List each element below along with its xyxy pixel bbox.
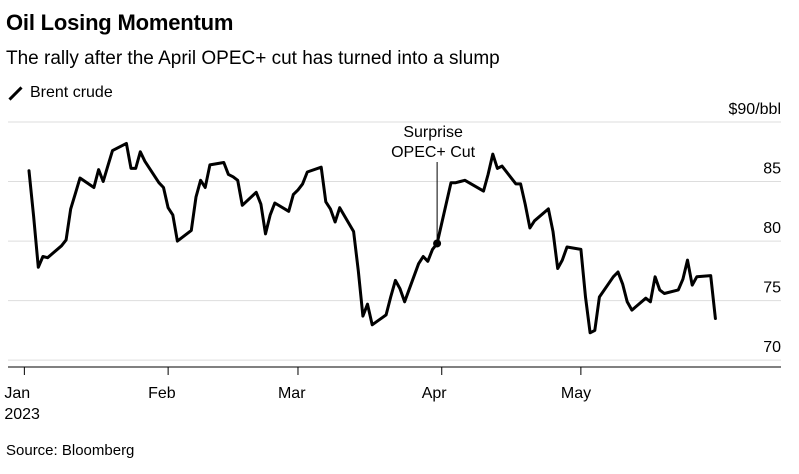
x-tick-sublabel: 2023 bbox=[4, 406, 40, 423]
series-line-brent-crude bbox=[27, 141, 717, 335]
x-tick-label: Apr bbox=[422, 385, 448, 402]
annotation-label-line1: Surprise bbox=[403, 124, 463, 141]
annotation-point bbox=[433, 239, 442, 248]
legend-label: Brent crude bbox=[30, 84, 113, 101]
legend: Brent crude bbox=[8, 84, 113, 102]
annotation-label-line2: OPEC+ Cut bbox=[391, 144, 476, 161]
y-tick-label: 85 bbox=[763, 161, 781, 178]
x-tick-label: May bbox=[561, 385, 591, 402]
y-tick-label: 70 bbox=[763, 339, 781, 356]
chart-title: Oil Losing Momentum bbox=[6, 10, 234, 35]
y-tick-label: 80 bbox=[763, 220, 781, 237]
x-tick-label: Mar bbox=[278, 385, 306, 402]
x-tick-label: Jan bbox=[4, 385, 30, 402]
y-tick-label: 75 bbox=[763, 280, 781, 297]
x-tick-label: Feb bbox=[148, 385, 176, 402]
chart-subtitle: The rally after the April OPEC+ cut has … bbox=[6, 48, 500, 69]
y-tick-label: $90/bbl bbox=[729, 101, 782, 118]
source-note: Source: Bloomberg bbox=[6, 442, 135, 459]
